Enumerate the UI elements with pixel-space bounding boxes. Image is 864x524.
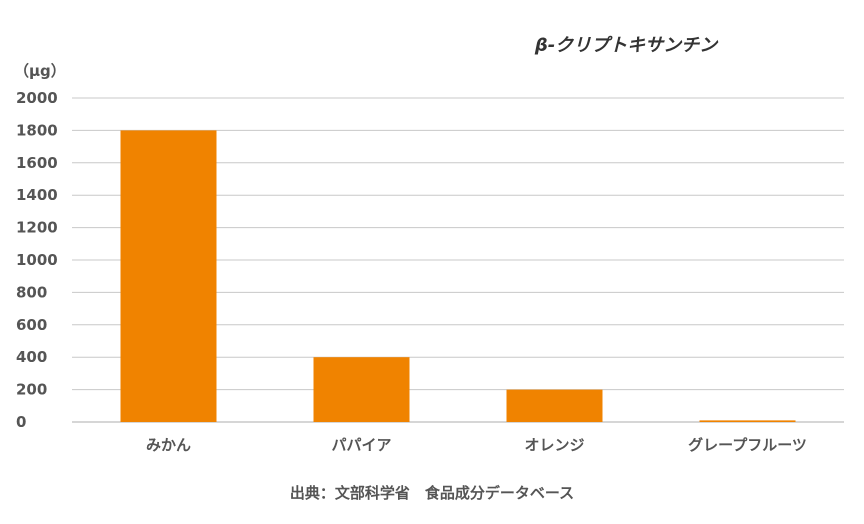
x-category-label: グレープフルーツ: [688, 436, 807, 454]
y-tick-label: 200: [16, 381, 47, 399]
y-tick-label: 1800: [16, 121, 58, 139]
x-category-label: みかん: [146, 436, 191, 454]
bar: [506, 389, 603, 422]
y-axis-unit: （μg）: [14, 62, 66, 80]
y-tick-label: 600: [16, 316, 47, 334]
x-category-label: パパイア: [331, 436, 391, 454]
x-axis-categories: みかん パパイア オレンジ グレープフルーツ: [146, 436, 807, 454]
x-category-label: オレンジ: [524, 436, 584, 454]
y-tick-label: 1000: [16, 251, 58, 269]
bar: [120, 130, 217, 422]
y-tick-label: 400: [16, 348, 47, 366]
y-tick-label: 1600: [16, 154, 58, 172]
bars: [120, 130, 796, 422]
y-tick-label: 0: [16, 413, 26, 431]
y-tick-label: 1200: [16, 219, 58, 237]
source-note: 出典：文部科学省 食品成分データベース: [290, 484, 574, 502]
bar: [699, 420, 796, 422]
y-tick-label: 2000: [16, 89, 58, 107]
chart-title: β-クリプトキサンチン: [534, 35, 719, 56]
bar: [313, 357, 410, 422]
y-axis-ticks: 0 200 400 600 800 1000 1200 1400 1600 1800 2000: [16, 89, 58, 431]
y-tick-label: 1400: [16, 186, 58, 204]
y-tick-label: 800: [16, 283, 47, 301]
